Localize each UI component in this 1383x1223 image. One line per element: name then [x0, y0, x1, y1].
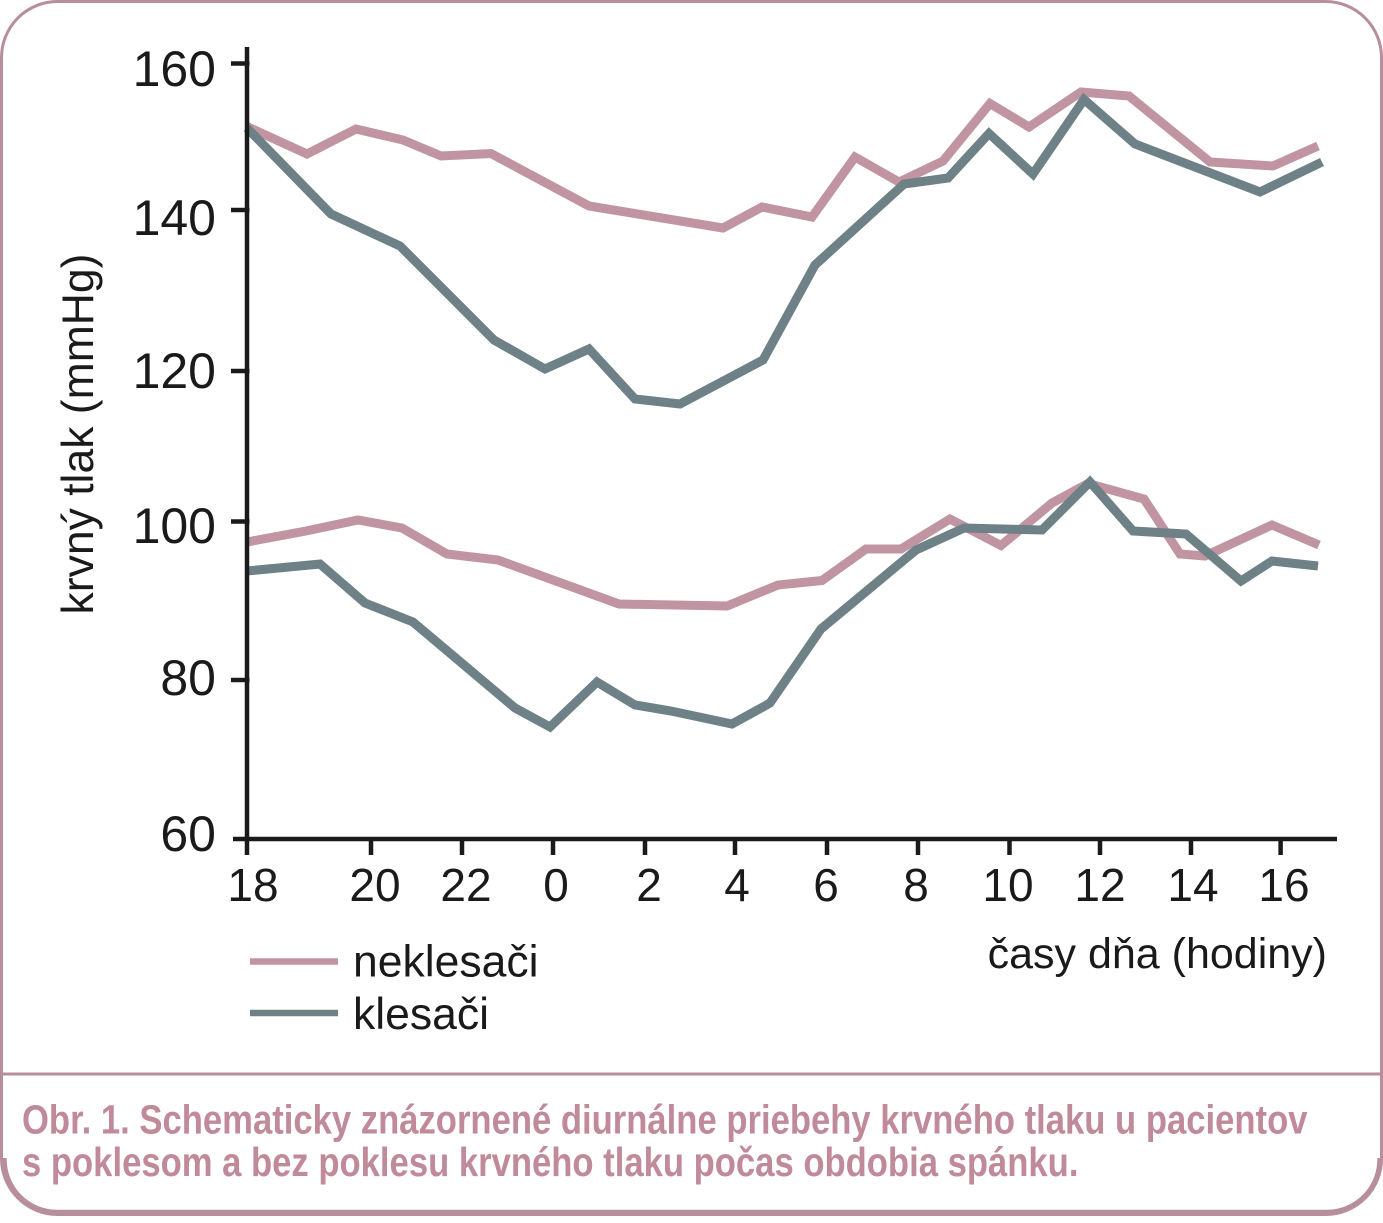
svg-text:časy dňa (hodiny): časy dňa (hodiny)	[988, 930, 1327, 978]
svg-text:12: 12	[1074, 859, 1125, 911]
svg-text:8: 8	[903, 859, 929, 911]
svg-text:14: 14	[1167, 859, 1218, 911]
svg-text:0: 0	[543, 859, 569, 911]
svg-text:80: 80	[160, 650, 216, 706]
svg-text:Obr. 1. Schematicky znázornené: Obr. 1. Schematicky znázornené diurnálne…	[22, 1098, 1307, 1143]
svg-text:100: 100	[133, 498, 216, 554]
svg-text:120: 120	[133, 343, 216, 399]
svg-text:60: 60	[160, 806, 216, 862]
svg-text:140: 140	[133, 190, 216, 246]
svg-text:22: 22	[440, 859, 491, 911]
svg-text:20: 20	[349, 859, 400, 911]
svg-text:6: 6	[813, 859, 839, 911]
svg-text:16: 16	[1258, 859, 1309, 911]
svg-text:2: 2	[636, 859, 662, 911]
svg-text:krvný tlak (mmHg): krvný tlak (mmHg)	[54, 254, 103, 615]
svg-text:neklesači: neklesači	[353, 938, 539, 987]
svg-text:s poklesom a bez poklesu krvné: s poklesom a bez poklesu krvného tlaku p…	[22, 1140, 1078, 1185]
svg-text:4: 4	[724, 859, 750, 911]
svg-text:10: 10	[982, 859, 1033, 911]
svg-text:18: 18	[227, 859, 278, 911]
svg-text:160: 160	[133, 41, 216, 97]
svg-text:klesači: klesači	[353, 990, 489, 1039]
